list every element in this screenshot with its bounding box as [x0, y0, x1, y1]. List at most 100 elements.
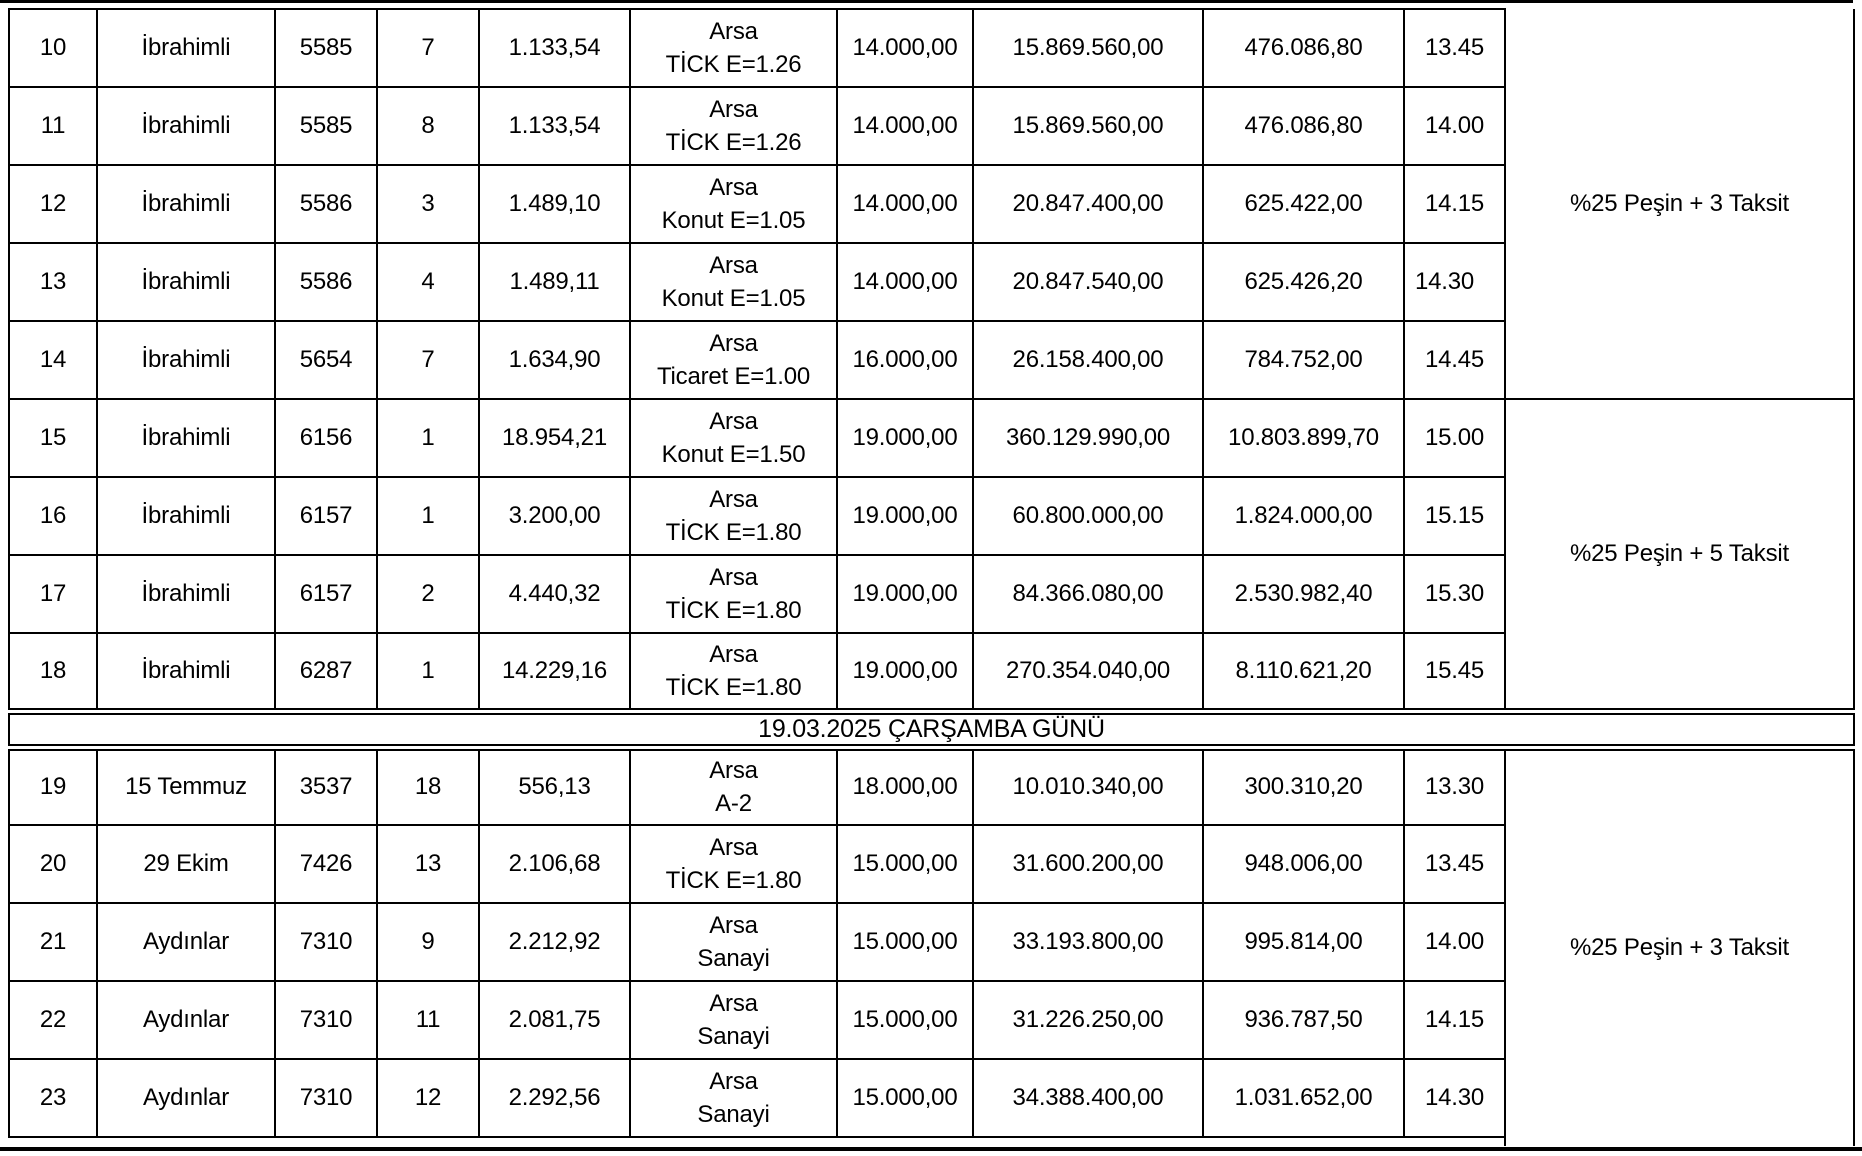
cell-nitelik: Arsa Sanayi — [629, 1058, 838, 1138]
cell-sira: 14 — [8, 320, 98, 400]
cell-teminat: 10.803.899,70 — [1202, 398, 1405, 478]
cell-yuzolcumu: 2.106,68 — [478, 824, 631, 904]
cell-nitelik: Arsa TİCK E=1.26 — [629, 8, 838, 88]
cell-ada: 5585 — [274, 8, 378, 88]
cell-sira: 22 — [8, 980, 98, 1060]
nitelik-line-1: Arsa — [709, 408, 758, 435]
cell-ada: 5586 — [274, 242, 378, 322]
cell-birim-fiyat: 15.000,00 — [836, 902, 974, 982]
cell-ada: 6156 — [274, 398, 378, 478]
cell-ada: 6157 — [274, 554, 378, 634]
cell-mahalle: 15 Temmuz — [96, 746, 276, 826]
cell-saat: 13.30 — [1403, 746, 1506, 826]
cell-parsel: 13 — [376, 824, 480, 904]
cell-parsel: 7 — [376, 320, 480, 400]
cell-muhammen-bedel: 360.129.990,00 — [972, 398, 1204, 478]
nitelik-line-1: Arsa — [709, 757, 758, 785]
cell-birim-fiyat: 14.000,00 — [836, 86, 974, 166]
cell-saat: 14.30 — [1403, 242, 1506, 322]
cell-odeme-sekli: %25 Peşin + 3 Taksit — [1504, 9, 1855, 400]
cell-sira: 21 — [8, 902, 98, 982]
cell-muhammen-bedel: 270.354.040,00 — [972, 632, 1204, 712]
cell-sira: 13 — [8, 242, 98, 322]
cell-parsel: 4 — [376, 242, 480, 322]
cell-birim-fiyat: 14.000,00 — [836, 242, 974, 322]
cell-parsel: 2 — [376, 554, 480, 634]
cell-ada: 5585 — [274, 86, 378, 166]
cell-nitelik: Arsa TİCK E=1.80 — [629, 824, 838, 904]
table-row: 12 İbrahimli 5586 3 1.489,10 Arsa Konut E=1.05… — [8, 164, 1854, 244]
cell-yuzolcumu: 1.133,54 — [478, 86, 631, 166]
table-row: 22 Aydınlar 7310 11 2.081,75 Arsa Sanayi 15.000… — [8, 980, 1854, 1060]
cell-ada: 3537 — [274, 746, 378, 826]
cell-sira: 15 — [8, 398, 98, 478]
table-row: 10 İbrahimli 5585 7 1.133,54 Arsa TİCK E=1.26 1… — [8, 8, 1855, 400]
nitelik-line-2: Sanayi — [697, 945, 770, 972]
cell-mahalle: İbrahimli — [96, 320, 276, 400]
cell-ada: 6157 — [274, 476, 378, 556]
cell-nitelik: Arsa TİCK E=1.80 — [629, 632, 838, 712]
cell-parsel: 8 — [376, 86, 480, 166]
table-row: 19 15 Temmuz 3537 18 556,13 Arsa A-2 18.000,00 1… — [8, 746, 1855, 1146]
auction-table: 10 İbrahimli 5585 7 1.133,54 Arsa TİCK E=1.26 1… — [8, 8, 1855, 1146]
cell-birim-fiyat: 15.000,00 — [836, 824, 974, 904]
cell-sira: 18 — [8, 632, 98, 712]
nitelik-line-1: Arsa — [709, 834, 758, 861]
cell-yuzolcumu: 14.229,16 — [478, 632, 631, 712]
table-row: 15 İbrahimli 6156 1 18.954,21 Arsa Konut E=1.5… — [8, 398, 1855, 712]
nitelik-line-1: Arsa — [709, 912, 758, 939]
cell-muhammen-bedel: 34.388.400,00 — [972, 1058, 1204, 1138]
nitelik-line-1: Arsa — [709, 174, 758, 201]
cell-mahalle: İbrahimli — [96, 164, 276, 244]
nitelik-line-1: Arsa — [709, 640, 758, 668]
cell-muhammen-bedel: 15.869.560,00 — [972, 8, 1204, 88]
cell-ada: 7310 — [274, 1058, 378, 1138]
cell-saat: 14.30 — [1403, 1058, 1506, 1138]
cell-birim-fiyat: 15.000,00 — [836, 1058, 974, 1138]
table-row: 20 29 Ekim 7426 13 2.106,68 Arsa TİCK E=1.80 15… — [8, 824, 1854, 904]
cell-teminat: 625.422,00 — [1202, 164, 1405, 244]
nitelik-line-1: Arsa — [709, 252, 758, 279]
cell-nitelik: Arsa Sanayi — [629, 980, 838, 1060]
nitelik-line-2: Sanayi — [697, 1023, 770, 1050]
cell-sira: 16 — [8, 476, 98, 556]
nitelik-line-1: Arsa — [709, 990, 758, 1017]
nitelik-line-2: Konut E=1.05 — [661, 285, 806, 312]
nitelik-line-2: TİCK E=1.80 — [665, 519, 802, 546]
cell-odeme-sekli: %25 Peşin + 3 Taksit — [1504, 746, 1855, 1146]
cell-saat: 15.45 — [1403, 632, 1506, 712]
cell-yuzolcumu: 556,13 — [478, 746, 631, 826]
cell-mahalle: İbrahimli — [96, 554, 276, 634]
cell-nitelik: Arsa TİCK E=1.80 — [629, 476, 838, 556]
cell-mahalle: İbrahimli — [96, 86, 276, 166]
cell-odeme-sekli: %25 Peşin + 5 Taksit — [1504, 398, 1855, 712]
cell-birim-fiyat: 19.000,00 — [836, 554, 974, 634]
cell-sira: 11 — [8, 86, 98, 166]
cell-nitelik: Arsa A-2 — [629, 746, 838, 826]
cell-muhammen-bedel: 20.847.400,00 — [972, 164, 1204, 244]
cell-muhammen-bedel: 26.158.400,00 — [972, 320, 1204, 400]
cell-muhammen-bedel: 20.847.540,00 — [972, 242, 1204, 322]
nitelik-line-2: TİCK E=1.26 — [665, 51, 802, 78]
cell-teminat: 476.086,80 — [1202, 86, 1405, 166]
cell-teminat: 2.530.982,40 — [1202, 554, 1405, 634]
bottom-strip-cell — [9, 1136, 1505, 1146]
nitelik-line-2: Sanayi — [697, 1101, 770, 1128]
cell-sira: 23 — [8, 1058, 98, 1138]
cell-ada: 7426 — [274, 824, 378, 904]
cell-birim-fiyat: 14.000,00 — [836, 164, 974, 244]
cell-muhammen-bedel: 10.010.340,00 — [972, 746, 1204, 826]
cell-saat: 14.15 — [1403, 980, 1506, 1060]
cell-parsel: 1 — [376, 398, 480, 478]
cell-birim-fiyat: 19.000,00 — [836, 632, 974, 712]
cell-muhammen-bedel: 31.600.200,00 — [972, 824, 1204, 904]
cell-ada: 5586 — [274, 164, 378, 244]
cell-birim-fiyat: 16.000,00 — [836, 320, 974, 400]
cell-parsel: 1 — [376, 476, 480, 556]
cell-yuzolcumu: 18.954,21 — [478, 398, 631, 478]
cell-sira: 20 — [8, 824, 98, 904]
cell-teminat: 1.824.000,00 — [1202, 476, 1405, 556]
cell-sira: 10 — [8, 8, 98, 88]
cell-birim-fiyat: 15.000,00 — [836, 980, 974, 1060]
